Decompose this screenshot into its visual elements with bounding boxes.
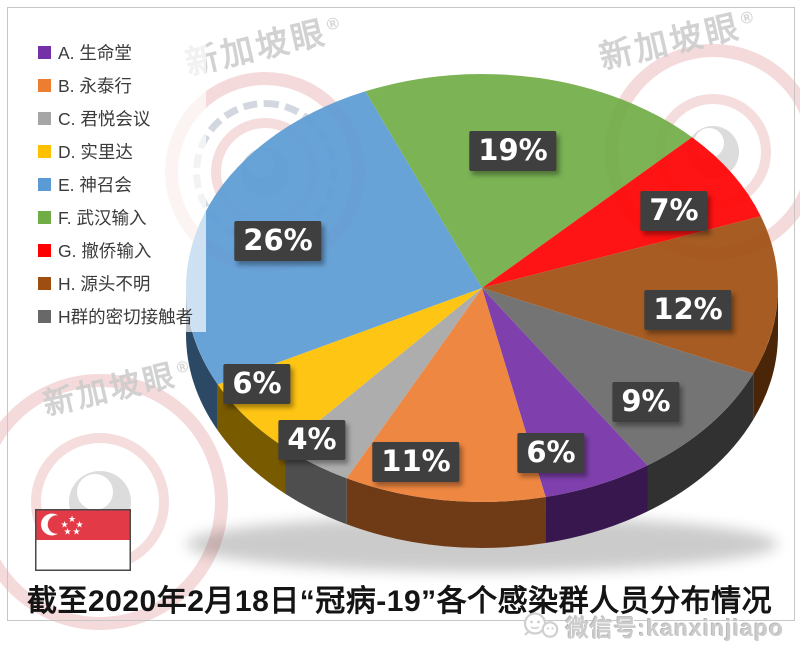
pie-slices	[185, 74, 778, 502]
pie-slice-0	[482, 288, 648, 497]
legend-item-6: G. 撤侨输入	[38, 234, 193, 267]
data-label-7: 12%	[644, 290, 732, 330]
legend-label: B. 永泰行	[58, 76, 132, 96]
legend-color-swatch	[38, 112, 51, 125]
legend-label: C. 君悦会议	[58, 109, 151, 129]
pie-slice-side-1	[346, 478, 546, 548]
legend-color-swatch	[38, 277, 51, 290]
legend-color-swatch	[38, 211, 51, 224]
legend-item-7: H. 源头不明	[38, 267, 193, 300]
pie-slice-side-3	[217, 384, 286, 494]
legend-color-swatch	[38, 46, 51, 59]
wechat-footer: 微信号:kanxinjiapo	[521, 609, 784, 643]
logo-glint	[76, 473, 113, 510]
legend-label: H群的密切接触者	[58, 307, 194, 327]
pie-slice-7	[482, 216, 778, 374]
data-label-5: 19%	[469, 131, 557, 171]
legend-panel	[24, 31, 206, 332]
svg-text:★: ★	[60, 521, 68, 531]
data-label-3: 6%	[223, 364, 291, 404]
chart-legend: A. 生命堂 B. 永泰行 C. 君悦会议 D. 实里达 E. 神召会 F. 武汉输入 G.…	[38, 36, 193, 333]
svg-text:★: ★	[68, 515, 76, 525]
legend-item-8: H群的密切接触者	[38, 300, 193, 333]
legend-label: E. 神召会	[58, 175, 132, 195]
svg-text:★: ★	[63, 528, 71, 538]
pie-slice-side-4	[186, 288, 218, 431]
legend-item-5: F. 武汉输入	[38, 201, 193, 234]
legend-item-2: C. 君悦会议	[38, 102, 193, 135]
pie-slice-side-7	[753, 288, 778, 420]
legend-item-1: B. 永泰行	[38, 69, 193, 102]
pie-slice-5	[365, 74, 692, 288]
legend-color-swatch	[38, 178, 51, 191]
data-label-1: 11%	[372, 442, 460, 482]
pie-side-walls	[186, 288, 778, 548]
wechat-icon	[523, 612, 559, 638]
pie-slice-4	[185, 91, 482, 385]
svg-text:★: ★	[75, 521, 83, 531]
legend-color-swatch	[38, 310, 51, 323]
svg-text:★: ★	[72, 528, 80, 538]
data-label-2: 4%	[278, 420, 346, 460]
pie-slice-side-2	[285, 448, 347, 525]
singapore-flag-icon: ★ ★ ★ ★ ★	[35, 509, 131, 571]
data-label-4: 26%	[234, 221, 322, 261]
legend-label: H. 源头不明	[58, 274, 151, 294]
legend-item-4: E. 神召会	[38, 168, 193, 201]
pie-slice-3	[217, 288, 483, 448]
data-label-6: 7%	[640, 191, 708, 231]
legend-item-0: A. 生命堂	[38, 36, 193, 69]
pie-slice-6	[482, 137, 761, 288]
legend-color-swatch	[38, 79, 51, 92]
wechat-id-label: 微信号:kanxinjiapo	[565, 615, 784, 641]
legend-item-3: D. 实里达	[38, 135, 193, 168]
pie-slice-side-8	[647, 373, 754, 512]
legend-label: G. 撤侨输入	[58, 241, 152, 261]
data-label-0: 6%	[517, 433, 585, 473]
legend-label: A. 生命堂	[58, 43, 132, 63]
legend-color-swatch	[38, 244, 51, 257]
legend-label: F. 武汉输入	[58, 208, 147, 228]
pie-slice-side-0	[545, 465, 648, 543]
data-label-8: 9%	[612, 382, 680, 422]
pie-slice-8	[482, 288, 754, 466]
legend-label: D. 实里达	[58, 142, 133, 162]
chart-title: 截至2020年2月18日“冠病-19”各个感染群人员分布情况	[27, 585, 773, 618]
legend-color-swatch	[38, 145, 51, 158]
